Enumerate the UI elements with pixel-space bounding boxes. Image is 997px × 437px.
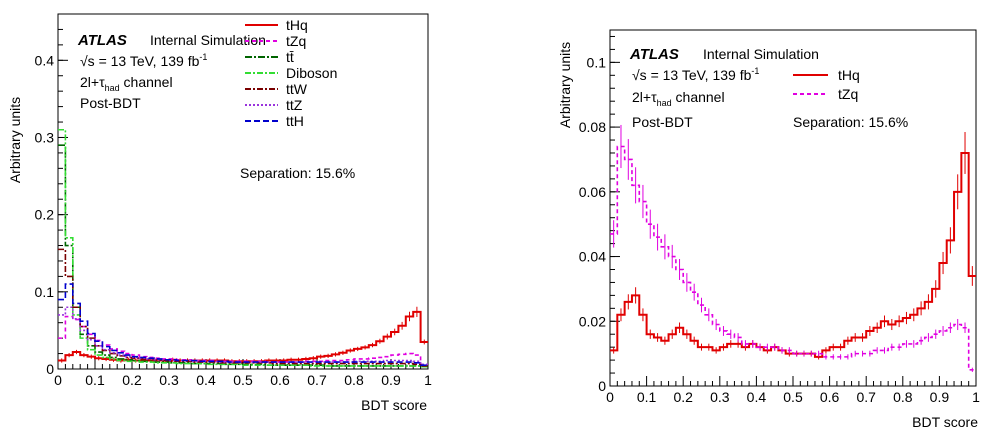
left-series-3-line: [58, 128, 428, 368]
left-series-5-line: [58, 306, 428, 366]
left-axis-ticks: 0 0.1 0.2 0.3 0.4 0.5 0.6 0.7 0.8 0.9 1 0 0.1 0.2 0.3 0…: [35, 13, 432, 388]
left-y-tick-label: 0.2: [35, 207, 55, 223]
right-channel-label: 2l+τhad channel: [632, 89, 725, 108]
left-legend-label: ttW: [286, 81, 308, 97]
right-y-tick-label: 0.02: [579, 313, 606, 329]
left-separation-label: Separation: 15.6%: [240, 165, 355, 181]
left-internal-label: Internal Simulation: [150, 32, 266, 48]
left-x-tick-label: 0.9: [381, 372, 401, 388]
right-legend: tHq tZq: [793, 67, 860, 102]
left-y-tick-label: 0: [46, 361, 54, 377]
right-internal-label: Internal Simulation: [703, 46, 819, 62]
right-series-group: [610, 124, 976, 372]
left-legend-label: Diboson: [286, 65, 337, 81]
left-atlas-label: ATLAS: [77, 32, 127, 49]
left-legend-label: tZq: [286, 33, 306, 49]
left-legend-label: ttZ: [286, 97, 303, 113]
right-separation-label: Separation: 15.6%: [793, 114, 908, 130]
left-series-1-line: [58, 315, 428, 366]
right-atlas-label: ATLAS: [629, 46, 679, 63]
left-y-tick-label: 0.3: [35, 129, 55, 145]
left-x-tick-label: 0.4: [196, 372, 216, 388]
left-x-tick-label: 0: [54, 372, 62, 388]
right-x-tick-label: 0.8: [893, 389, 913, 405]
left-x-tick-label: 0.3: [159, 372, 179, 388]
right-x-tick-label: 0.4: [747, 389, 767, 405]
left-stage-label: Post-BDT: [80, 95, 141, 111]
left-y-tick-label: 0.4: [35, 52, 55, 68]
right-x-tick-label: 0.9: [930, 389, 950, 405]
left-legend-label: tHq: [286, 17, 308, 33]
left-legend-label: ttH: [286, 113, 304, 129]
left-x-tick-label: 0.2: [122, 372, 142, 388]
left-x-axis-label: BDT score: [361, 397, 427, 413]
left-x-tick-label: 0.8: [344, 372, 364, 388]
right-y-tick-label: 0: [598, 378, 606, 394]
right-legend-label: tZq: [838, 86, 858, 102]
left-x-tick-label: 0.5: [233, 372, 253, 388]
right-x-tick-label: 1: [972, 389, 980, 405]
right-chart: 0 0.1 0.2 0.3 0.4 0.5 0.6 0.7 0.8 0.9 1 0 0.02 0.04 0.…: [557, 29, 980, 430]
right-x-tick-label: 0: [606, 389, 614, 405]
left-y-tick-label: 0.1: [35, 284, 55, 300]
left-series-6-line: [58, 283, 428, 366]
left-series-group: [58, 128, 428, 368]
left-series-4-line: [58, 248, 428, 367]
right-x-tick-label: 0.3: [710, 389, 730, 405]
left-legend-label: tt̄: [286, 49, 294, 65]
right-y-axis-label: Arbitrary units: [557, 42, 573, 128]
left-y-axis-label: Arbitrary units: [7, 97, 23, 183]
left-x-tick-label: 1: [424, 372, 432, 388]
left-channel-label: 2l+τhad channel: [80, 74, 173, 93]
right-x-tick-label: 0.5: [783, 389, 803, 405]
left-energy-label: √s = 13 TeV, 139 fb-1: [80, 52, 207, 69]
right-x-tick-label: 0.1: [637, 389, 657, 405]
right-axis-ticks: 0 0.1 0.2 0.3 0.4 0.5 0.6 0.7 0.8 0.9 1 0 0.02 0.04 0.…: [579, 35, 980, 405]
left-x-tick-label: 0.6: [270, 372, 290, 388]
right-legend-label: tHq: [838, 67, 860, 83]
right-series-0-line: [610, 151, 976, 358]
right-y-tick-label: 0.06: [579, 184, 606, 200]
right-energy-label: √s = 13 TeV, 139 fb-1: [632, 66, 759, 83]
right-series-1-line: [610, 145, 976, 371]
right-x-tick-label: 0.6: [820, 389, 840, 405]
right-x-tick-label: 0.2: [673, 389, 693, 405]
left-x-tick-label: 0.1: [85, 372, 105, 388]
right-plot-frame: [609, 29, 977, 387]
right-x-tick-label: 0.7: [856, 389, 876, 405]
right-y-tick-label: 0.04: [579, 249, 606, 265]
left-x-tick-label: 0.7: [307, 372, 327, 388]
right-y-tick-label: 0.1: [587, 54, 607, 70]
left-chart: 0 0.1 0.2 0.3 0.4 0.5 0.6 0.7 0.8 0.9 1 0 0.1 0.2 0.3 0…: [7, 13, 432, 413]
right-y-tick-label: 0.08: [579, 119, 606, 135]
right-stage-label: Post-BDT: [632, 114, 693, 130]
right-x-axis-label: BDT score: [912, 414, 978, 430]
